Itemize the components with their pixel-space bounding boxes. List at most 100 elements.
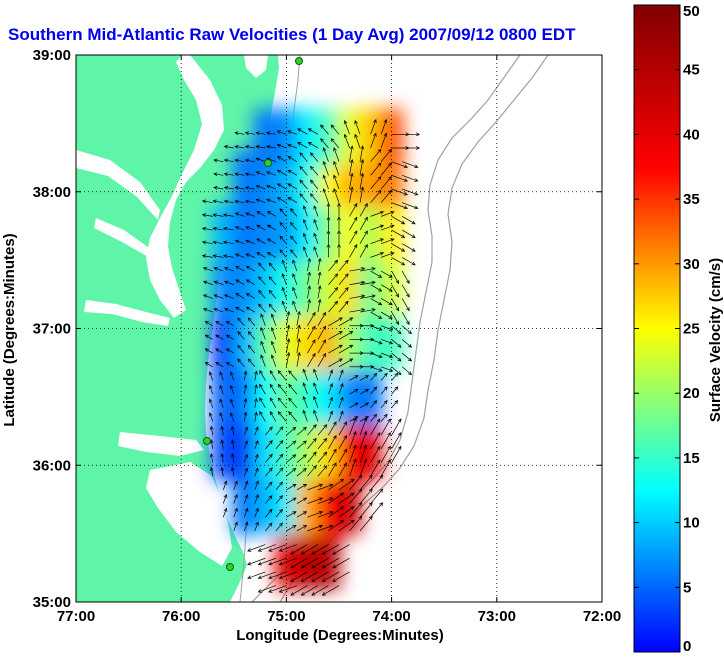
current-vector xyxy=(275,509,283,518)
current-vector xyxy=(370,284,382,292)
current-vector xyxy=(370,252,384,258)
current-vector-head xyxy=(379,474,384,479)
current-vector xyxy=(258,290,266,299)
current-vector xyxy=(247,557,266,565)
current-vector-head xyxy=(292,426,297,431)
current-vector-head xyxy=(257,561,262,566)
current-vector xyxy=(226,348,234,354)
current-vector xyxy=(258,585,276,593)
current-vector-head xyxy=(268,453,273,458)
current-vector-head xyxy=(406,279,410,284)
current-vector-head xyxy=(394,400,399,405)
current-vector xyxy=(380,366,393,372)
current-vector-head xyxy=(302,511,308,515)
current-vector-head xyxy=(288,397,293,402)
current-vector-head xyxy=(243,397,248,403)
current-vector-head xyxy=(313,368,317,373)
current-vector-head xyxy=(297,351,301,357)
current-vector xyxy=(256,252,266,258)
current-vector xyxy=(338,383,344,395)
current-vector-head xyxy=(219,384,223,390)
current-vector xyxy=(265,481,273,491)
current-vector-head xyxy=(202,266,208,271)
current-vector xyxy=(224,187,234,190)
velocity-cell xyxy=(232,423,256,480)
current-vector xyxy=(323,161,329,176)
current-vector xyxy=(307,299,310,313)
colorbar-tick-label: 15 xyxy=(683,450,700,467)
current-vector xyxy=(310,193,319,203)
current-vector xyxy=(328,506,344,518)
current-vector xyxy=(205,321,213,327)
current-vector xyxy=(287,197,298,203)
current-vector xyxy=(401,229,416,238)
current-vector xyxy=(275,495,283,504)
current-vector xyxy=(268,557,287,565)
current-vector-head xyxy=(247,358,252,363)
current-vector xyxy=(258,262,266,272)
current-vector-head xyxy=(406,293,410,298)
current-vector xyxy=(265,509,273,518)
albemarle-sound xyxy=(118,432,204,456)
current-vector xyxy=(380,298,393,306)
current-vector-head xyxy=(297,338,301,343)
current-vector-head xyxy=(279,522,283,527)
current-vector xyxy=(235,132,245,135)
current-vector-head xyxy=(254,397,258,403)
current-vector-head xyxy=(395,320,400,325)
current-vector-head xyxy=(269,369,274,375)
current-vector-head xyxy=(302,454,307,459)
current-vector-head xyxy=(290,551,295,555)
current-vector xyxy=(380,352,393,358)
current-vector-head xyxy=(302,382,307,387)
current-vector xyxy=(202,241,213,245)
current-vector xyxy=(235,200,245,204)
current-vector xyxy=(282,287,287,299)
current-vector-head xyxy=(287,156,292,160)
current-vector xyxy=(269,397,277,408)
current-vector xyxy=(310,179,319,190)
current-vector-head xyxy=(302,218,307,224)
current-vector xyxy=(338,344,353,354)
current-vector-head xyxy=(230,439,235,444)
current-vector-head xyxy=(297,324,301,329)
current-vector-head xyxy=(330,138,335,143)
map-plot-area xyxy=(75,54,603,603)
current-vector xyxy=(246,279,256,286)
velocity-cell xyxy=(232,368,256,426)
current-vector xyxy=(370,373,377,381)
current-vector xyxy=(328,492,344,504)
current-vector-head xyxy=(320,124,325,129)
current-vector xyxy=(311,585,329,596)
velocity-cell xyxy=(232,313,256,371)
current-vector xyxy=(338,410,344,422)
current-vector xyxy=(317,451,327,463)
current-vector-head xyxy=(312,424,317,429)
current-vector xyxy=(214,159,224,163)
current-vector-head xyxy=(234,131,239,136)
current-vector-head xyxy=(371,280,376,285)
current-vector-head xyxy=(244,453,249,459)
current-vector-head xyxy=(276,143,281,148)
current-vector xyxy=(202,214,213,217)
current-vector-head xyxy=(337,216,341,221)
current-vector xyxy=(391,270,399,284)
current-vector xyxy=(328,383,333,395)
current-vector-head xyxy=(286,338,291,343)
current-vector-head xyxy=(245,239,250,244)
current-vector xyxy=(317,258,321,272)
current-vector-head xyxy=(235,293,240,297)
current-vector xyxy=(279,557,298,565)
current-vector-head xyxy=(383,372,388,377)
current-vector xyxy=(328,317,343,327)
current-vector-head xyxy=(256,238,261,243)
current-vector-head xyxy=(350,478,355,483)
current-vector-head xyxy=(329,483,334,488)
colorbar-tick-label: 40 xyxy=(683,126,700,143)
current-vector xyxy=(402,161,418,168)
current-vector xyxy=(296,338,300,354)
current-vector xyxy=(288,384,298,395)
current-vector-head xyxy=(270,354,275,359)
current-vector-head xyxy=(286,324,291,329)
velocity-cell xyxy=(232,149,256,207)
